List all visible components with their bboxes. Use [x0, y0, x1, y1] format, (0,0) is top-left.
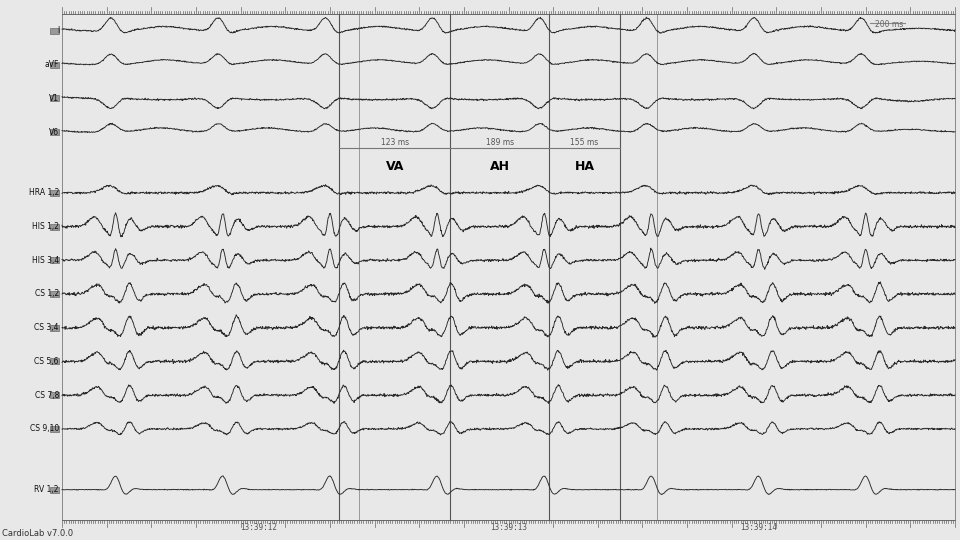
Bar	[50, 291, 59, 297]
Bar	[50, 28, 59, 34]
Text: CS 3,4: CS 3,4	[35, 323, 59, 332]
Text: CS 5,6: CS 5,6	[35, 357, 59, 366]
Text: HA: HA	[574, 160, 594, 173]
Text: HIS 1,2: HIS 1,2	[32, 222, 59, 231]
Text: I: I	[57, 26, 59, 35]
Text: 189 ms: 189 ms	[486, 138, 514, 147]
Bar	[50, 62, 59, 68]
Text: 155 ms: 155 ms	[570, 138, 598, 147]
Text: aVF: aVF	[44, 60, 59, 69]
Bar	[50, 325, 59, 330]
Bar	[50, 257, 59, 264]
Text: VA: VA	[386, 160, 404, 173]
Bar	[50, 129, 59, 135]
Text: 13:39:12: 13:39:12	[240, 523, 277, 532]
Text: 123 ms: 123 ms	[380, 138, 409, 147]
Bar	[50, 392, 59, 398]
Text: CS 7,8: CS 7,8	[35, 390, 59, 400]
Text: CardioLab v7.0.0: CardioLab v7.0.0	[2, 529, 73, 538]
Bar	[50, 359, 59, 364]
Text: 13:39:14: 13:39:14	[740, 523, 777, 532]
Text: V1: V1	[49, 94, 59, 103]
Bar	[50, 426, 59, 432]
Text: AH: AH	[490, 160, 510, 173]
Text: CS 1,2: CS 1,2	[35, 289, 59, 299]
Text: HIS 3,4: HIS 3,4	[32, 256, 59, 265]
Text: RV 1,2: RV 1,2	[35, 485, 59, 494]
Text: CS 9,10: CS 9,10	[30, 424, 59, 434]
Bar	[50, 487, 59, 492]
Bar	[50, 96, 59, 102]
Text: HRA 1,2: HRA 1,2	[29, 188, 59, 197]
Text: 13:39:13: 13:39:13	[490, 523, 527, 532]
Text: 200 ms: 200 ms	[875, 20, 903, 29]
Text: V6: V6	[49, 127, 59, 137]
Bar	[50, 190, 59, 196]
Bar	[50, 224, 59, 230]
